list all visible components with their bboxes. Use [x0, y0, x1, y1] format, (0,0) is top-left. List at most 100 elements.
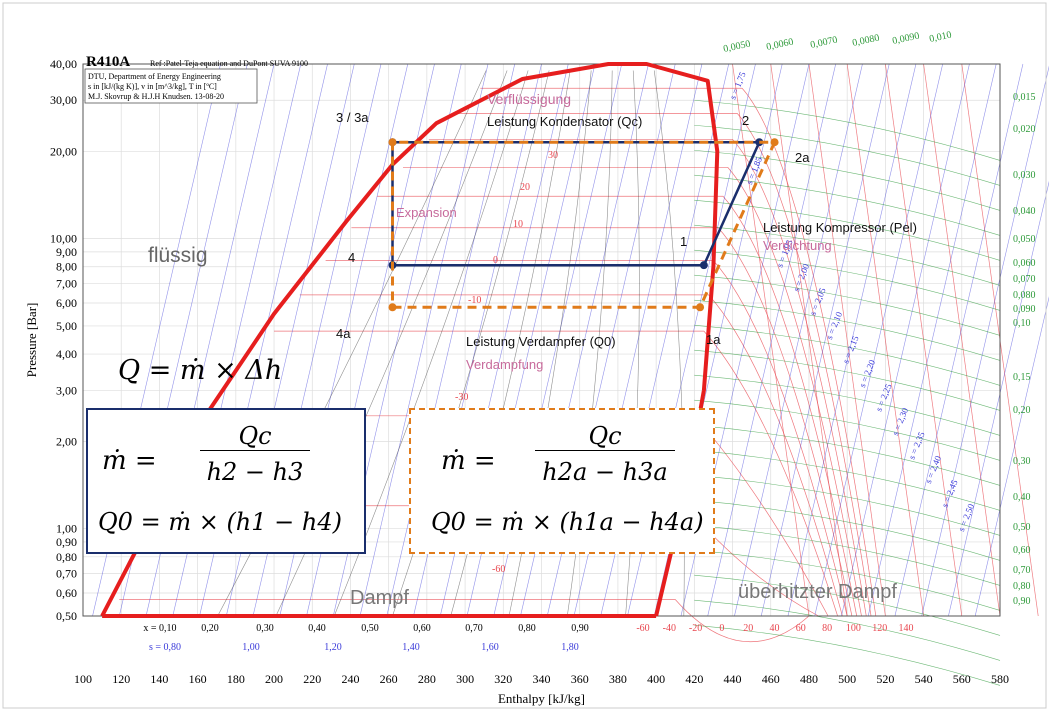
denominator: h2a − h3a — [542, 458, 668, 486]
x-tick-label: 580 — [991, 672, 1009, 686]
entropy-isoline-label: s = 2,45 — [940, 478, 960, 509]
isentrope — [894, 63, 1024, 617]
volume-label: 0,50 — [1013, 522, 1031, 533]
isochore — [694, 574, 1001, 636]
header-info-line: DTU, Department of Energy Engineering — [88, 72, 221, 81]
temperature-label: 0 — [719, 623, 724, 634]
quality-label: 0,20 — [201, 623, 219, 634]
x-tick-label: 240 — [341, 672, 359, 686]
y-tick-label: 20,00 — [50, 144, 77, 158]
isentrope — [760, 63, 890, 617]
isochore — [694, 474, 1001, 536]
point-label-2: 2 — [742, 113, 749, 128]
volume-label: 0,90 — [1013, 596, 1031, 607]
volume-label: 0,060 — [1013, 258, 1036, 269]
x-tick-label: 320 — [494, 672, 512, 686]
isotherm — [351, 227, 853, 617]
isotherm — [808, 63, 886, 617]
isochore — [694, 549, 1001, 611]
isentrope — [386, 63, 516, 617]
x-tick-label: 460 — [762, 672, 780, 686]
volume-label: 0,010 — [928, 29, 952, 44]
point-label-2a: 2a — [795, 150, 810, 165]
isotherm — [428, 138, 867, 617]
volume-label: 0,0090 — [891, 30, 920, 46]
point-label-1: 1 — [680, 234, 687, 249]
entropy-label: 1,60 — [481, 642, 499, 653]
isochore — [694, 374, 1001, 436]
entropy-isoline-label: s = 1,75 — [728, 70, 748, 101]
mdot-label: ṁ = — [441, 446, 496, 476]
entropy-isoline-label: s = 2,30 — [890, 406, 910, 437]
y-tick-label: 0,50 — [56, 609, 77, 623]
isotherm — [274, 330, 838, 617]
x-tick-label: 140 — [150, 672, 168, 686]
y-axis-label: Pressure [Bar] — [24, 303, 39, 378]
x-tick-label: 260 — [380, 672, 398, 686]
header-ref: Ref :Patel-Teja equation and DuPont SUVA… — [150, 59, 308, 68]
temperature-label: -60 — [492, 564, 505, 575]
point-label-3-3a: 3 / 3a — [336, 110, 369, 125]
volume-label: 0,030 — [1013, 170, 1036, 181]
isotherm — [325, 260, 848, 617]
isochore — [694, 349, 1001, 411]
point-label-1a: 1a — [706, 332, 721, 347]
quality-label: 0,90 — [571, 623, 589, 634]
isochore — [694, 424, 1001, 486]
x-tick-label: 480 — [800, 672, 818, 686]
volume-label: 0,050 — [1013, 234, 1036, 245]
entropy-isoline-label: s = 2,50 — [956, 502, 976, 533]
point-label-4: 4 — [348, 250, 355, 265]
y-tick-label: 3,00 — [56, 383, 77, 397]
x-tick-label: 160 — [189, 672, 207, 686]
temperature-label: 10 — [513, 219, 523, 230]
isentrope — [841, 63, 970, 617]
volume-label: 0,0050 — [722, 38, 751, 54]
volume-label: 0,015 — [1013, 92, 1036, 103]
isochore — [694, 124, 1001, 186]
numerator: Qc — [200, 422, 310, 451]
temperature-label: 30 — [548, 150, 558, 161]
isochore — [694, 449, 1001, 511]
y-tick-label: 30,00 — [50, 93, 77, 107]
y-tick-label: 40,00 — [50, 57, 77, 71]
volume-label: 0,080 — [1013, 290, 1036, 301]
y-tick-label: 1,00 — [56, 522, 77, 536]
label-dampf: Dampf — [350, 587, 409, 609]
label-fluessig: flüssig — [148, 244, 208, 267]
x-tick-label: 360 — [571, 672, 589, 686]
x-tick-label: 440 — [724, 672, 742, 686]
temperature-label: -10 — [468, 295, 481, 306]
label-verdichtung: Verdichtung — [763, 238, 832, 253]
y-tick-label: 0,70 — [56, 567, 77, 581]
volume-label: 0,15 — [1013, 372, 1031, 383]
y-tick-label: 4,00 — [56, 347, 77, 361]
entropy-isoline-label: s = 2,40 — [923, 454, 943, 485]
isochore — [694, 274, 1001, 336]
y-tick-label: 8,00 — [56, 260, 77, 274]
volume-label: 0,0060 — [765, 36, 794, 52]
isentrope — [359, 63, 489, 617]
quality-label: 0,50 — [361, 623, 379, 634]
quality-label: 0,40 — [308, 623, 326, 634]
temperature-label: 20 — [520, 182, 530, 193]
x-tick-label: 220 — [303, 672, 321, 686]
isotherm — [480, 87, 877, 617]
quality-label: 0,80 — [518, 623, 536, 634]
entropy-isoline-label: s = 2,25 — [874, 382, 894, 413]
y-tick-label: 0,90 — [56, 535, 77, 549]
isentrope — [974, 296, 1049, 617]
entropy-label: 1,20 — [324, 642, 342, 653]
x-tick-label: 100 — [74, 672, 92, 686]
isotherm — [923, 63, 1001, 617]
quality-label: x = 0,10 — [143, 623, 176, 634]
mdot-label: ṁ = — [102, 446, 157, 476]
q-formula: Q = ṁ × Δh — [118, 355, 283, 386]
saturation-dome — [100, 62, 720, 618]
isotherm — [299, 294, 843, 617]
temperature-label: 60 — [796, 623, 806, 634]
entropy-label: 1,40 — [402, 642, 420, 653]
temperature-label: 80 — [822, 623, 832, 634]
temperature-label: 20 — [743, 623, 753, 634]
temperature-label: 0 — [493, 255, 498, 266]
